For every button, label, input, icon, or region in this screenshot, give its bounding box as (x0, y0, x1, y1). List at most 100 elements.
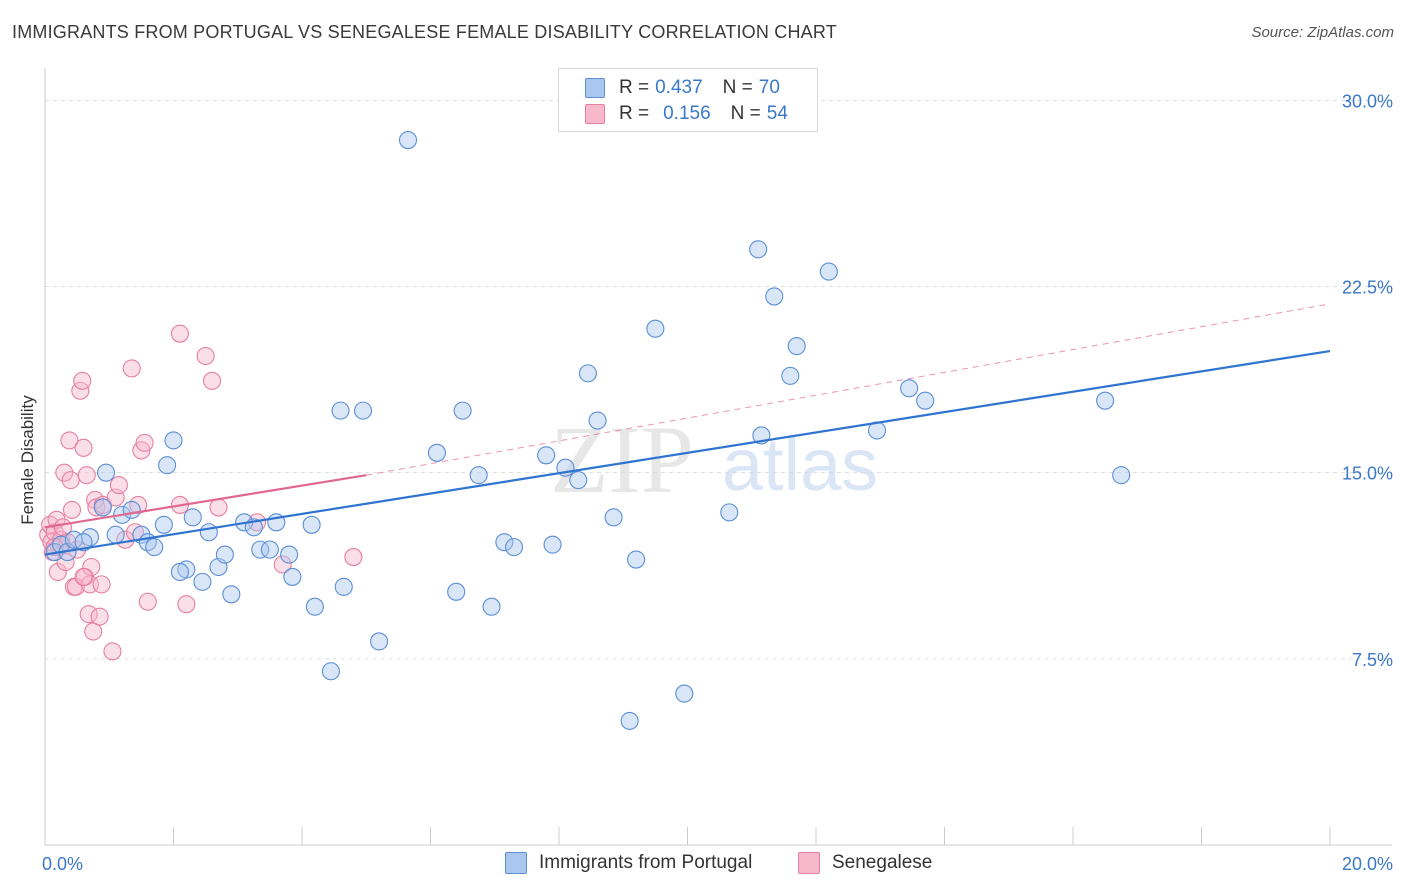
portugal-point (222, 585, 241, 604)
portugal-point (183, 508, 202, 527)
legend-r-label: R = (619, 77, 650, 98)
x-tick-label: 0.0% (42, 854, 83, 874)
legend-n-label: N = (730, 103, 761, 124)
senegalese-trend-extension (366, 303, 1331, 476)
portugal-point (370, 632, 389, 651)
senegalese-point (92, 575, 111, 594)
senegalese-point (122, 359, 141, 378)
senegalese-point (74, 438, 93, 457)
portugal-point (106, 525, 125, 544)
portugal-point (74, 533, 93, 552)
y-tick-label: 15.0% (1342, 464, 1393, 484)
portugal-point (164, 431, 183, 450)
legend-swatch-portugal (505, 852, 527, 874)
senegalese-point (135, 433, 154, 452)
portugal-point (749, 240, 768, 259)
portugal-point (96, 463, 116, 482)
senegalese-points (39, 324, 363, 661)
portugal-point (251, 540, 270, 559)
portugal-point (1112, 466, 1131, 485)
portugal-point (199, 523, 218, 542)
legend-item-senegalese[interactable]: Senegalese (798, 852, 932, 874)
senegalese-point (177, 595, 196, 614)
portugal-point (588, 411, 607, 430)
watermark-zip: ZIP (550, 406, 694, 513)
portugal-point (193, 572, 212, 591)
legend-n-value: 70 (758, 77, 780, 98)
portugal-point (787, 337, 806, 356)
senegalese-point (61, 471, 80, 490)
portugal-point (543, 535, 562, 554)
legend-swatch-senegalese (585, 104, 605, 124)
portugal-point (145, 538, 164, 557)
portugal-point (427, 443, 446, 462)
portugal-point (302, 515, 321, 534)
senegalese-point (209, 498, 228, 517)
axes (44, 68, 1392, 846)
portugal-point (447, 582, 466, 601)
legend-swatch-senegalese (798, 852, 820, 874)
portugal-point (675, 684, 694, 703)
portugal-point (495, 533, 514, 552)
legend-item-portugal[interactable]: Immigrants from Portugal (505, 852, 752, 874)
portugal-point (353, 401, 373, 420)
portugal-point (122, 500, 141, 519)
senegalese-point (73, 371, 92, 390)
x-tick-label: 20.0% (1342, 854, 1393, 874)
senegalese-point (344, 548, 363, 567)
portugal-point (283, 567, 302, 586)
senegalese-point (82, 557, 101, 577)
senegalese-point (62, 500, 82, 519)
y-tick-label: 30.0% (1342, 91, 1393, 111)
legend-swatch-portugal (585, 78, 605, 98)
portugal-point (334, 577, 353, 596)
watermark: ZIP atlas (550, 406, 878, 513)
legend-r-label: R = (619, 103, 650, 124)
portugal-point (158, 456, 177, 475)
portugal-point (578, 364, 597, 383)
chart-title: IMMIGRANTS FROM PORTUGAL VS SENEGALESE F… (12, 22, 837, 42)
portugal-point (569, 471, 588, 490)
portugal-point (765, 287, 784, 306)
senegalese-point (90, 607, 109, 626)
series-legend: Immigrants from Portugal Senegalese (0, 852, 1406, 878)
portugal-trend-line (44, 349, 1331, 556)
portugal-point (781, 366, 800, 385)
portugal-point (900, 379, 919, 398)
senegalese-point (109, 476, 128, 495)
portugal-point (93, 498, 112, 517)
trend-lines (44, 303, 1331, 556)
portugal-point (504, 538, 524, 557)
portugal-point (646, 319, 665, 338)
senegalese-point (74, 567, 93, 586)
legend-r-value: 0.156 (663, 103, 711, 124)
senegalese-point (66, 577, 85, 596)
senegalese-point (55, 463, 74, 482)
portugal-point (260, 540, 279, 559)
source-label: Source: ZipAtlas.com (1251, 24, 1394, 41)
portugal-point (720, 503, 739, 522)
senegalese-trend-line (44, 474, 367, 529)
portugal-point (331, 401, 350, 420)
legend-label-portugal: Immigrants from Portugal (539, 852, 753, 873)
legend-label-senegalese: Senegalese (832, 852, 933, 873)
senegalese-point (48, 562, 67, 582)
portugal-point (916, 391, 935, 410)
portugal-point (453, 401, 472, 420)
portugal-point (627, 550, 646, 569)
portugal-point (1096, 391, 1115, 410)
portugal-point (321, 662, 340, 681)
portugal-point (154, 515, 173, 534)
senegalese-point (170, 324, 189, 343)
legend-row-portugal: R = 0.437 N = 70 (585, 76, 780, 100)
legend-row-senegalese: R = 0.156 N = 54 (585, 102, 788, 126)
y-tick-label: 22.5% (1342, 278, 1393, 298)
portugal-point (819, 262, 838, 281)
portugal-point (215, 545, 234, 564)
legend-n-label: N = (722, 77, 753, 98)
senegalese-point (273, 555, 292, 574)
senegalese-point (84, 622, 103, 641)
legend-r-value: 0.437 (655, 77, 703, 98)
correlation-legend: R = 0.437 N = 70 R = 0.156 N = 54 (558, 68, 818, 132)
